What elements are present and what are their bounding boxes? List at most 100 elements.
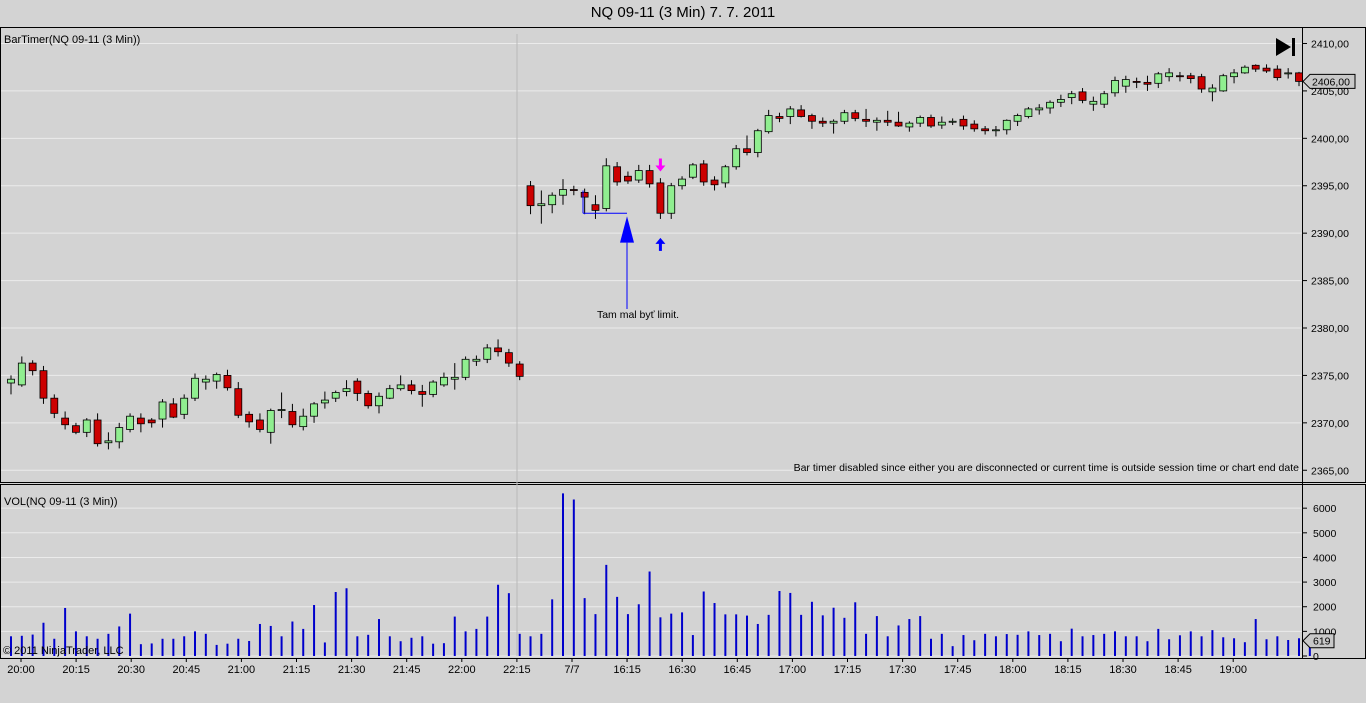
candle — [959, 115, 968, 130]
candle — [72, 422, 80, 435]
candle — [851, 109, 860, 122]
candle — [764, 109, 773, 134]
candle — [1284, 68, 1293, 79]
candle — [1219, 73, 1228, 92]
candle — [818, 117, 827, 127]
time-tick-label: 18:15 — [1054, 664, 1082, 676]
skip-to-end-icon[interactable] — [1276, 38, 1295, 56]
limit-annotation[interactable]: Tam mal byť limit. — [582, 190, 679, 321]
candle — [234, 382, 243, 419]
candle — [364, 390, 373, 409]
annotation-text: Tam mal byť limit. — [597, 309, 679, 321]
candle — [320, 391, 329, 409]
candle — [1251, 64, 1260, 72]
candle — [667, 182, 676, 219]
last-price-marker: 2406,00 — [1302, 73, 1356, 89]
time-tick-label: 21:30 — [338, 664, 366, 676]
candle — [256, 413, 264, 433]
candle — [591, 195, 600, 219]
candle — [331, 390, 340, 402]
candle — [613, 162, 622, 186]
time-tick-label: 17:00 — [779, 664, 807, 676]
volume-tick-label: 4000 — [1313, 552, 1337, 564]
candle — [17, 356, 26, 387]
candle — [440, 372, 448, 387]
candle — [104, 432, 113, 450]
time-tick-label: 21:15 — [283, 664, 311, 676]
candle — [1132, 77, 1141, 89]
candle — [385, 384, 394, 400]
candle — [429, 380, 438, 398]
candle — [862, 108, 870, 127]
candle — [223, 369, 232, 391]
candle — [645, 164, 654, 188]
time-tick-label: 16:30 — [668, 664, 696, 676]
candle — [797, 105, 806, 118]
buy-arrow-icon — [655, 237, 666, 251]
time-tick-label: 7/7 — [564, 664, 579, 676]
candle — [50, 394, 59, 419]
candle — [927, 114, 935, 128]
candle — [1230, 69, 1238, 84]
candle — [732, 144, 741, 170]
last-volume-label: 619 — [1313, 636, 1331, 648]
price-panel[interactable] — [0, 27, 1366, 483]
candle — [916, 115, 925, 127]
candle — [407, 380, 416, 395]
candle — [981, 125, 990, 135]
candle — [450, 363, 459, 390]
candle — [136, 413, 145, 433]
price-tick-label: 2375,00 — [1311, 370, 1349, 382]
candle — [678, 176, 686, 190]
candle — [580, 188, 589, 215]
candle — [515, 361, 524, 381]
candle — [840, 109, 849, 125]
candle — [883, 110, 892, 126]
candle — [1154, 71, 1163, 89]
time-tick-label: 20:45 — [173, 664, 201, 676]
price-tick-label: 2410,00 — [1311, 38, 1349, 50]
time-tick-label: 22:00 — [448, 664, 476, 676]
candle — [548, 192, 557, 214]
candle — [212, 372, 221, 389]
candle — [634, 164, 643, 183]
candle — [624, 171, 632, 184]
copyright-label: © 2011 NinjaTrader, LLC — [3, 645, 124, 657]
time-tick-label: 17:30 — [889, 664, 917, 676]
price-tick-label: 2385,00 — [1311, 276, 1349, 288]
candle — [299, 408, 308, 431]
candle — [266, 408, 275, 444]
time-tick-label: 20:15 — [62, 664, 90, 676]
candle — [1262, 64, 1271, 73]
candle — [310, 401, 318, 423]
candle — [1002, 119, 1011, 135]
volume-tick-label: 0 — [1313, 651, 1319, 663]
price-tick-label: 2380,00 — [1311, 323, 1349, 335]
time-tick-label: 17:45 — [944, 664, 972, 676]
price-panel-label: BarTimer(NQ 09-11 (3 Min)) — [4, 34, 140, 46]
bar-timer-status: Bar timer disabled since either you are … — [794, 462, 1300, 474]
candle — [1121, 75, 1130, 93]
candle — [483, 344, 492, 364]
candle — [396, 375, 405, 391]
last-price-label: 2406,00 — [1312, 76, 1350, 88]
time-tick-label: 18:45 — [1164, 664, 1192, 676]
time-tick-label: 19:00 — [1219, 664, 1247, 676]
candle — [656, 178, 665, 219]
candle — [158, 399, 167, 428]
chart-title: NQ 09-11 (3 Min) 7. 7. 2011 — [590, 4, 776, 21]
candle — [872, 117, 881, 131]
time-tick-label: 18:30 — [1109, 664, 1137, 676]
candle — [992, 125, 1000, 137]
volume-tick-label: 2000 — [1313, 602, 1337, 614]
candle — [126, 413, 134, 433]
time-tick-label: 17:15 — [834, 664, 862, 676]
up-arrow-icon — [620, 216, 634, 243]
candle — [937, 116, 946, 129]
candle — [786, 106, 795, 125]
time-tick-label: 16:15 — [613, 664, 641, 676]
candle — [948, 118, 957, 126]
candle — [7, 375, 15, 395]
candle — [753, 128, 762, 158]
